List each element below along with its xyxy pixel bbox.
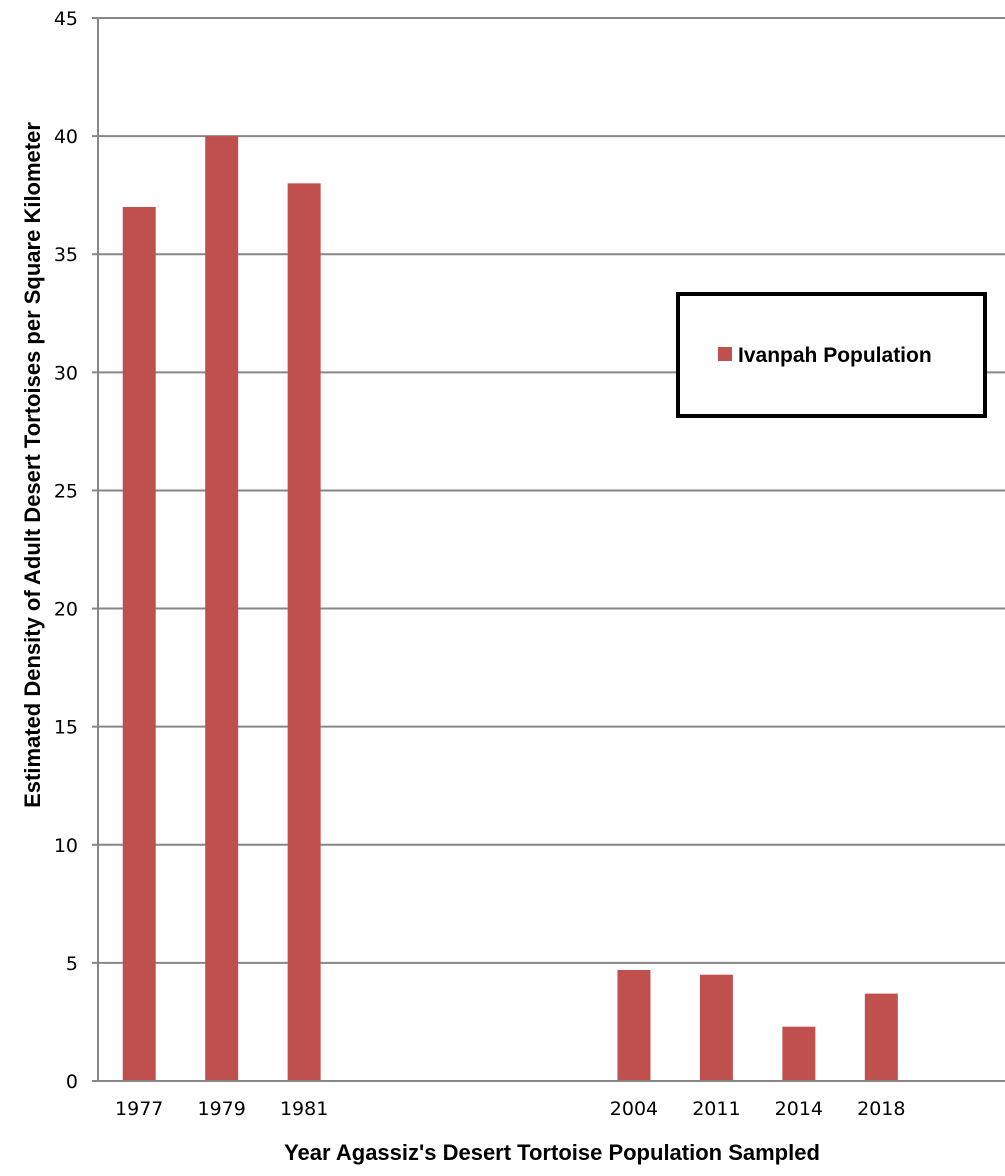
bar-2004 — [617, 969, 651, 1081]
y-tick-label-40: 40 — [54, 126, 78, 148]
x-tick-label-2018: 2018 — [857, 1098, 905, 1120]
y-axis-title: Estimated Density of Adult Desert Tortoi… — [20, 122, 45, 808]
x-tick-label-2014: 2014 — [775, 1098, 823, 1120]
bar-1977 — [122, 206, 156, 1081]
y-tick-label-20: 20 — [54, 599, 78, 621]
bar-1979 — [205, 136, 239, 1082]
x-tick-label-2004: 2004 — [610, 1098, 658, 1120]
x-axis-title: Year Agassiz's Desert Tortoise Populatio… — [284, 1140, 820, 1165]
axes — [92, 17, 1005, 1082]
y-tick-label-10: 10 — [54, 835, 78, 857]
x-tick-label-2011: 2011 — [692, 1098, 740, 1120]
y-tick-labels: 0 5 10 15 20 25 30 35 40 45 — [54, 8, 78, 1093]
legend-swatch — [718, 347, 732, 361]
y-tick-label-5: 5 — [66, 953, 78, 975]
y-tick-label-35: 35 — [54, 244, 78, 266]
legend: Ivanpah Population — [676, 292, 987, 418]
grid-lines — [98, 17, 1005, 964]
y-tick-label-30: 30 — [54, 362, 78, 384]
x-tick-label-1979: 1979 — [198, 1098, 246, 1120]
legend-label: Ivanpah Population — [738, 344, 932, 367]
legend-box — [676, 292, 987, 418]
y-tick-label-25: 25 — [54, 480, 78, 502]
bar-2018 — [864, 993, 898, 1081]
bar-2011 — [699, 974, 733, 1081]
bar-1981 — [287, 183, 321, 1081]
x-tick-label-1977: 1977 — [115, 1098, 163, 1120]
y-tick-label-0: 0 — [66, 1071, 78, 1093]
x-tick-labels: 1977 1979 1981 2004 2011 2014 2018 — [115, 1098, 905, 1120]
y-tick-label-45: 45 — [54, 8, 78, 30]
bars — [122, 136, 898, 1082]
x-tick-label-1981: 1981 — [280, 1098, 328, 1120]
bar-2014 — [782, 1026, 816, 1081]
y-tick-label-15: 15 — [54, 717, 78, 739]
